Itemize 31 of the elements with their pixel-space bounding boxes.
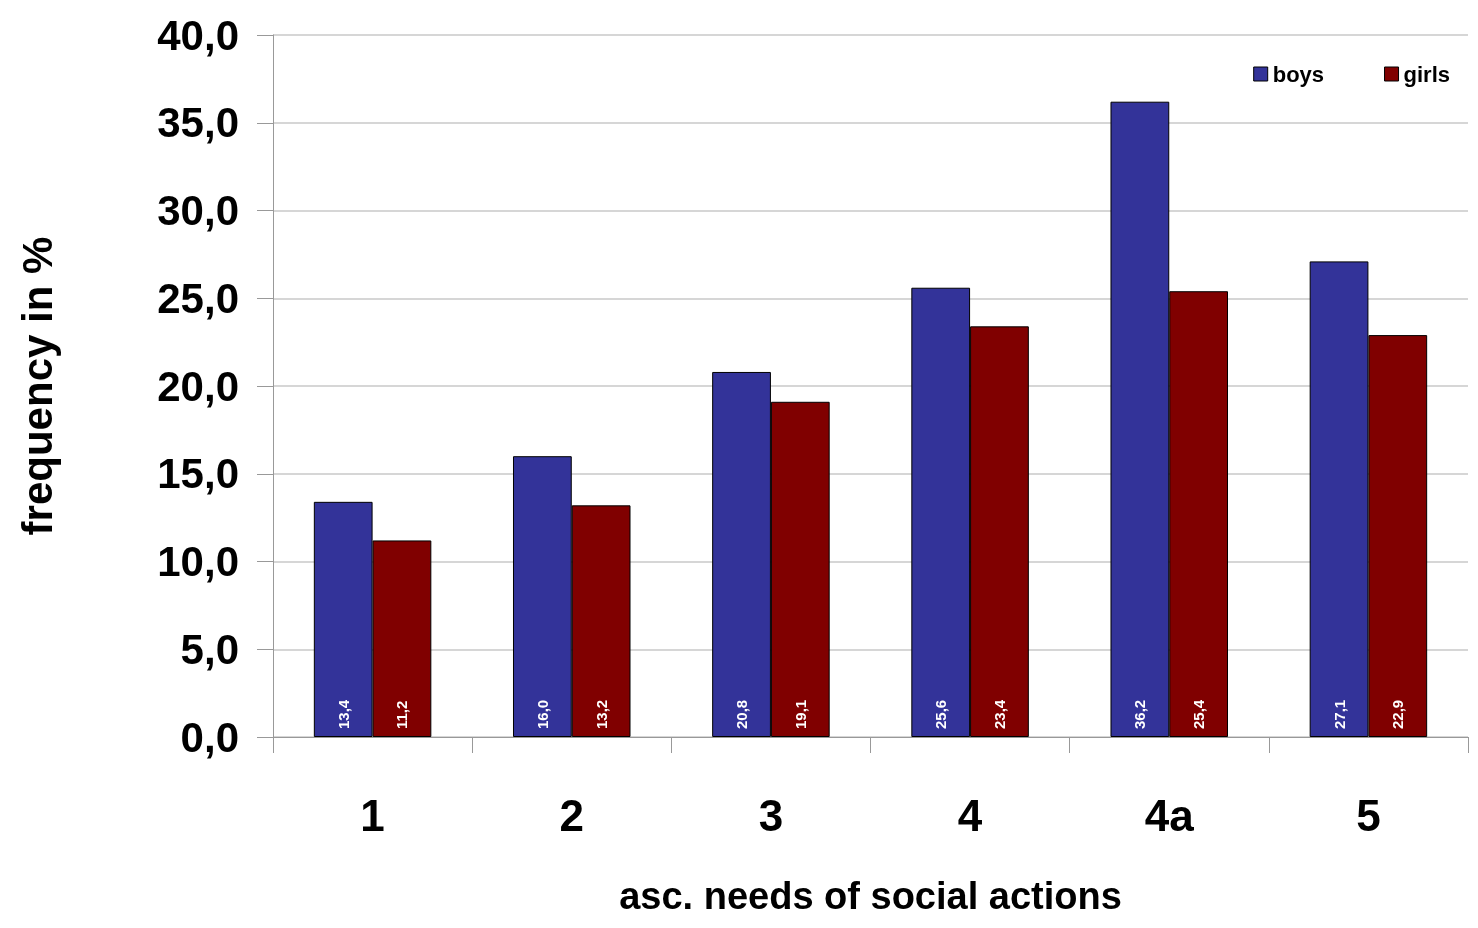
x-tick-label: 4a <box>1144 790 1195 840</box>
x-tick-label: 4 <box>957 790 983 840</box>
y-tick-label: 35,0 <box>157 99 239 147</box>
x-tick-label: 3 <box>758 790 784 840</box>
y-tick-label: 0,0 <box>180 713 239 761</box>
y-axis-title: frequency in % <box>13 236 61 536</box>
legend-label: boys <box>1272 61 1325 87</box>
data-label: 16,0 <box>533 699 551 729</box>
data-label: 25,6 <box>932 699 950 729</box>
y-tick-label: 10,0 <box>157 538 239 585</box>
y-tick-label: 40,0 <box>157 11 239 59</box>
data-label: 27,1 <box>1330 699 1348 729</box>
data-label: 13,4 <box>334 699 352 729</box>
data-label: 19,1 <box>791 699 809 729</box>
y-tick-label: 15,0 <box>157 450 239 498</box>
legend-label: girls <box>1403 61 1451 87</box>
data-label: 25,4 <box>1190 699 1208 729</box>
data-label: 13,2 <box>592 699 610 729</box>
x-tick-label: 2 <box>559 790 584 840</box>
y-tick-label: 5,0 <box>180 625 239 673</box>
y-tick-label: 20,0 <box>157 362 239 410</box>
x-tick-label: 1 <box>360 790 385 840</box>
data-label: 36,2 <box>1131 699 1149 729</box>
data-label: 22,9 <box>1389 699 1407 729</box>
x-tick-label: 5 <box>1356 790 1381 840</box>
data-label: 23,4 <box>990 699 1008 729</box>
y-tick-label: 25,0 <box>157 274 239 322</box>
y-tick-label: 30,0 <box>157 187 239 234</box>
data-label: 20,8 <box>733 699 751 729</box>
data-label: 11,2 <box>393 700 411 729</box>
x-axis-title: asc. needs of social actions <box>619 875 1122 917</box>
